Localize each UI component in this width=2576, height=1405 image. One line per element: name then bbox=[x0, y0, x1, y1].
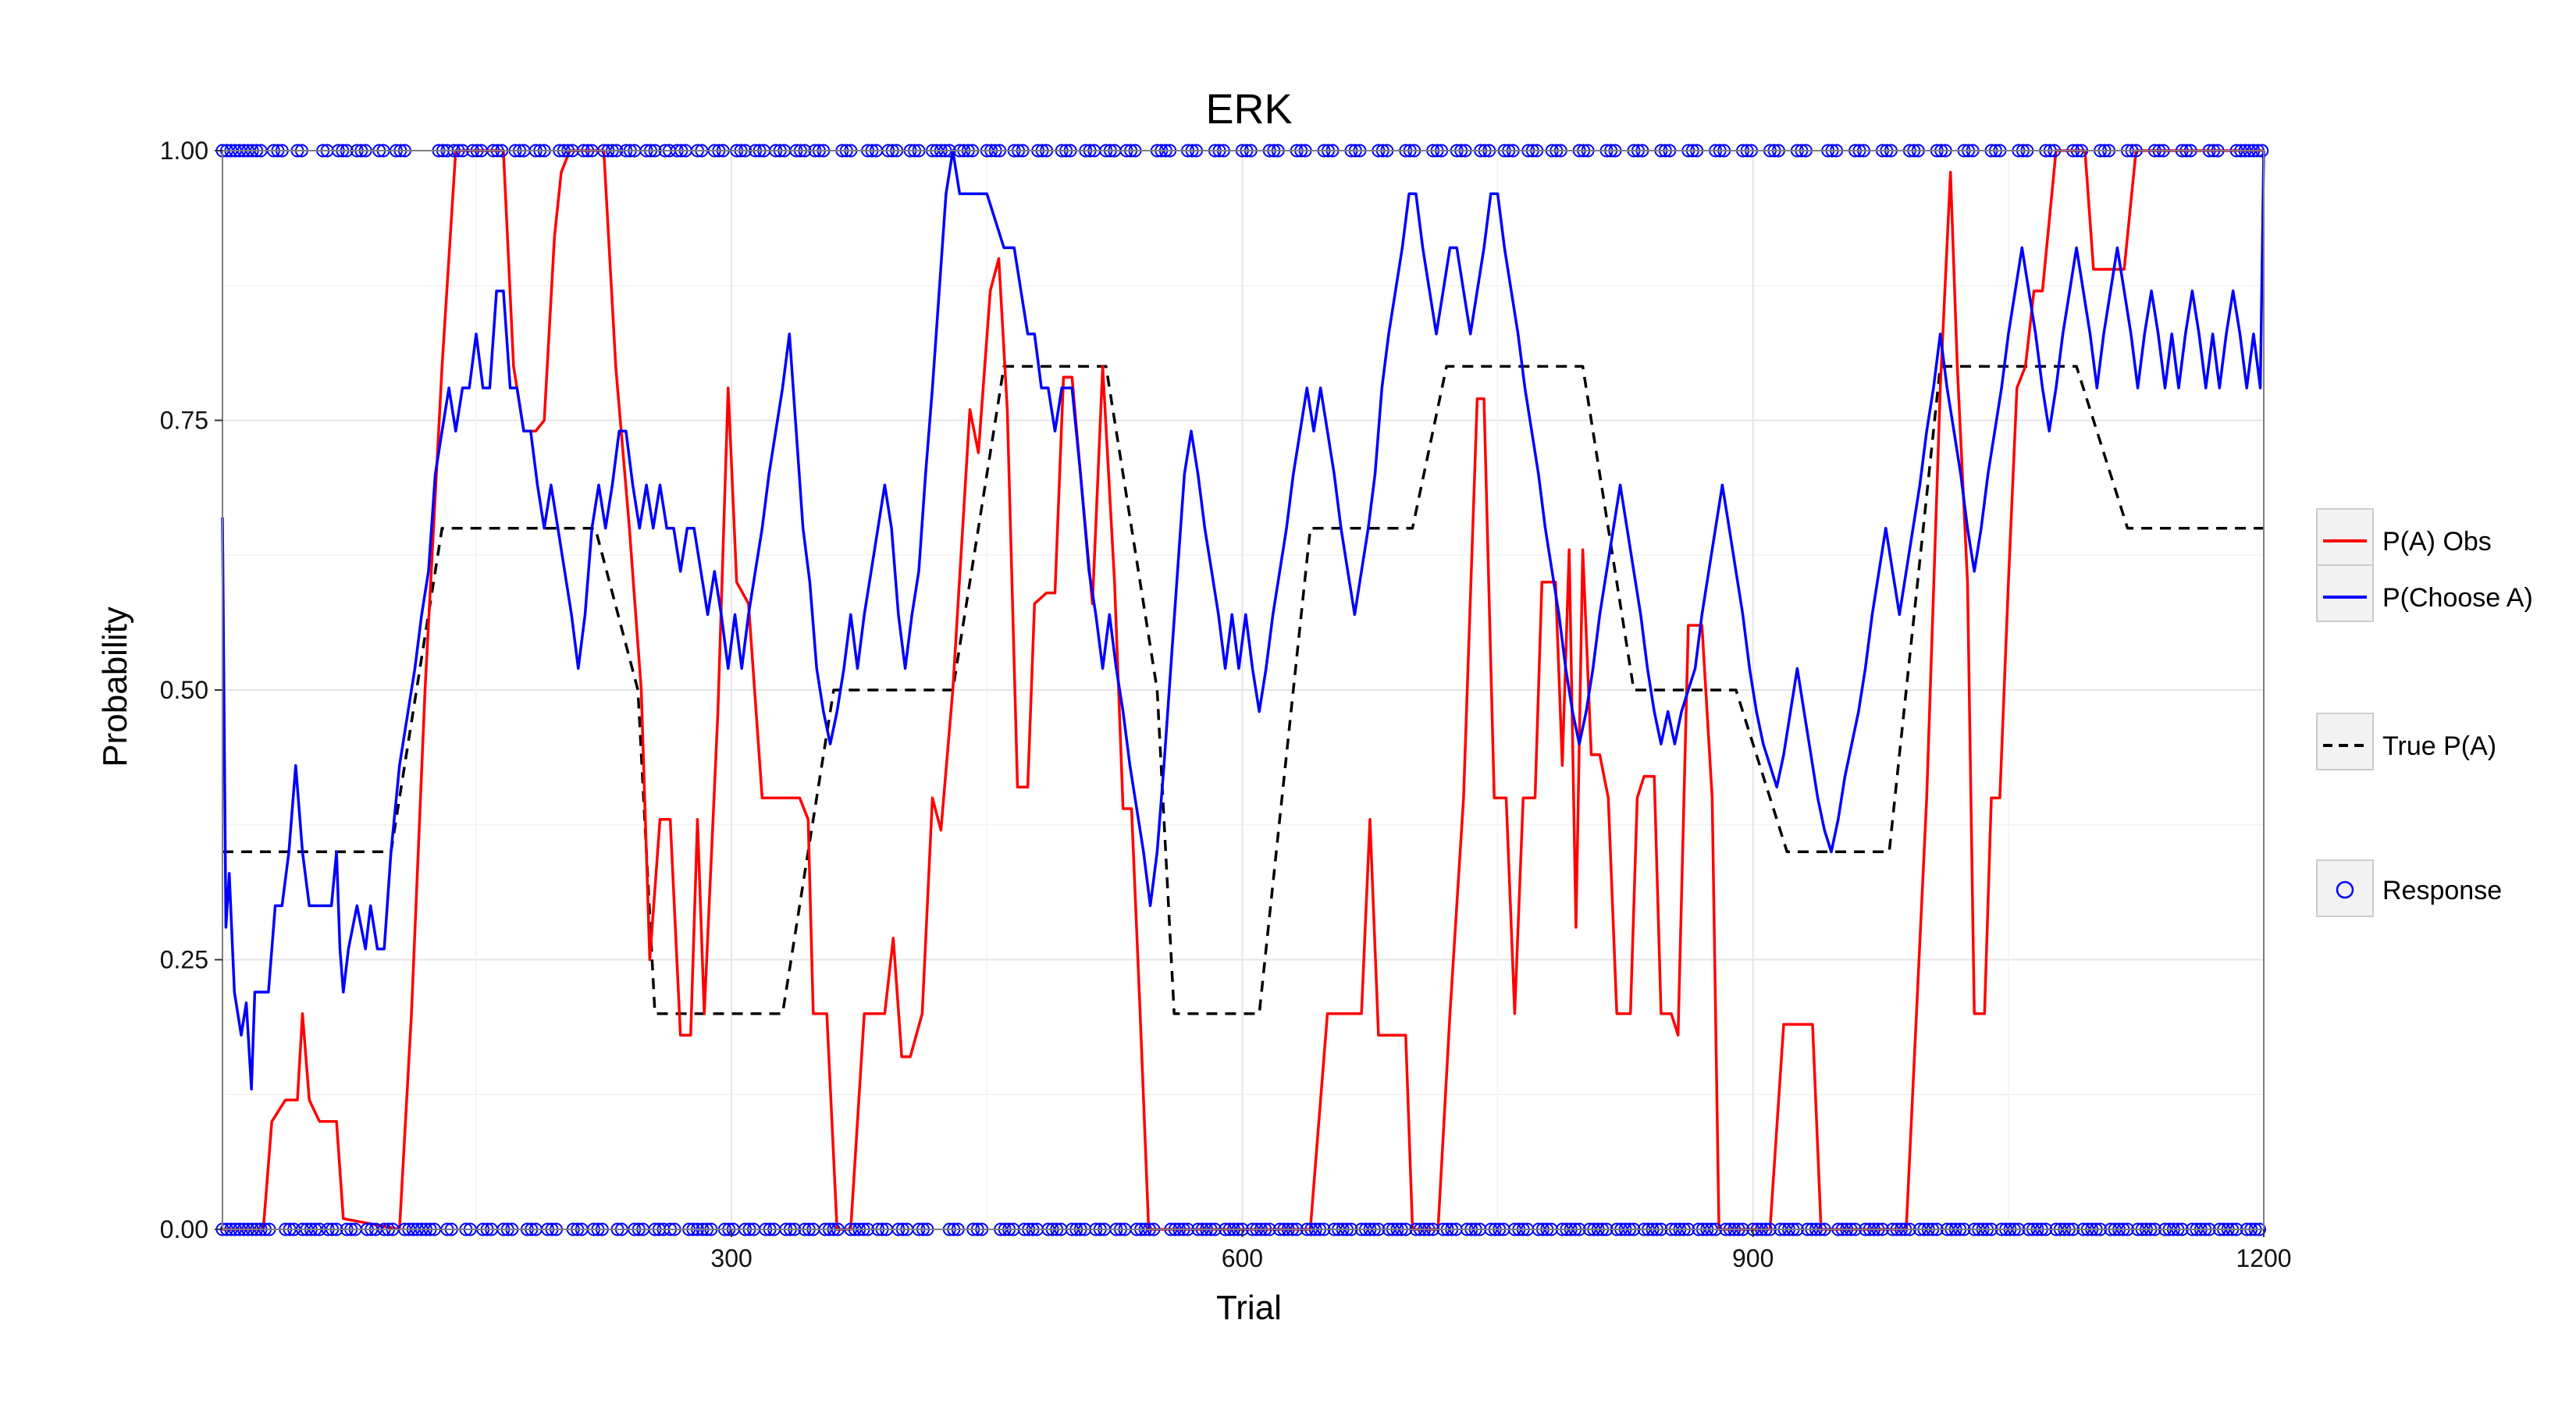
legend-label-p-choose-a: P(Choose A) bbox=[2382, 583, 2533, 613]
legend-key-box bbox=[2316, 713, 2374, 770]
y-tick-label: 0.75 bbox=[160, 407, 208, 435]
axes: 0.00 0.25 0.50 0.75 1.00 300 600 900 1200 bbox=[160, 137, 2292, 1272]
x-tick-label: 600 bbox=[1222, 1244, 1263, 1272]
legend-key-box bbox=[2316, 859, 2374, 917]
y-axis-title: Probability bbox=[96, 606, 134, 767]
y-tick-label: 0.25 bbox=[160, 946, 208, 974]
y-tick-label: 0.50 bbox=[160, 676, 208, 704]
y-tick-label: 1.00 bbox=[160, 137, 208, 165]
legend-label-true-p-a: True P(A) bbox=[2382, 731, 2496, 761]
legend-label-response: Response bbox=[2382, 876, 2502, 905]
y-tick-label: 0.00 bbox=[160, 1215, 208, 1243]
x-tick-label: 900 bbox=[1732, 1244, 1774, 1272]
legend: P(A) Obs P(Choose A) True P(A) Response bbox=[2316, 508, 2533, 917]
legend-label-p-a-obs: P(A) Obs bbox=[2382, 527, 2492, 557]
chart-title: ERK bbox=[1205, 86, 1292, 133]
series-line-true-p-a bbox=[222, 365, 2264, 1016]
legend-key-response bbox=[2336, 880, 2354, 899]
x-axis-title: Trial bbox=[1216, 1289, 1282, 1327]
x-tick-label: 1200 bbox=[2236, 1244, 2291, 1272]
x-tick-label: 300 bbox=[710, 1244, 752, 1272]
series-line-p-choose-a bbox=[221, 149, 2265, 1091]
